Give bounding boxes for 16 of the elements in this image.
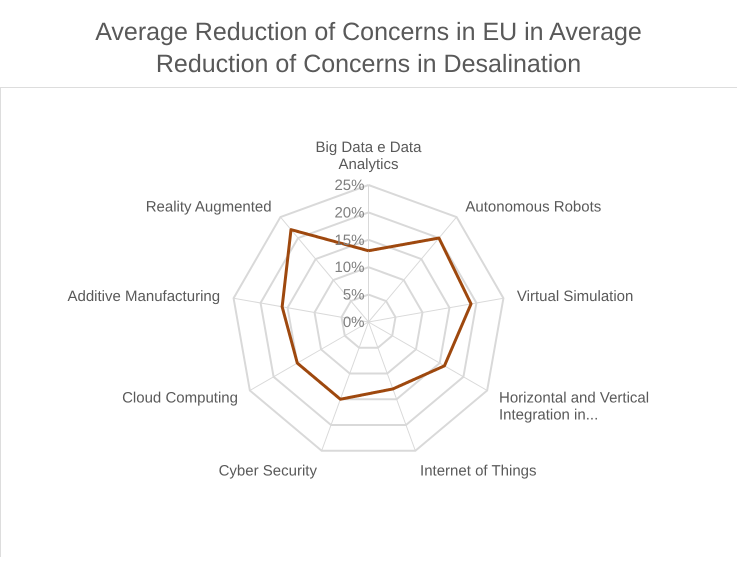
y-tick-label: 15% [334, 232, 364, 249]
spoke-label: Additive Manufacturing [67, 288, 220, 305]
spoke-label: Cyber Security [218, 462, 318, 480]
y-tick-label: 10% [334, 259, 364, 276]
spoke-label: Virtual Simulation [516, 288, 634, 305]
y-tick-label: 20% [334, 204, 364, 222]
spoke-label: Big Data e Data Analytics [316, 138, 422, 173]
spoke-label: Reality Augmented [146, 198, 272, 216]
chart-title: Average Reduction of Concerns in EU in Average Reduction of Concerns in Desalination [95, 18, 642, 78]
y-tick-label: 25% [334, 177, 364, 194]
y-tick-label: 0% [342, 314, 364, 331]
spoke-label: Cloud Computing [122, 389, 238, 406]
spoke-label: Internet of Things [420, 462, 537, 480]
spoke-label: Horizontal and Vertical Integration in... [499, 389, 650, 424]
y-tick-label: 5% [342, 286, 364, 304]
spoke-label: Autonomous Robots [465, 198, 602, 216]
